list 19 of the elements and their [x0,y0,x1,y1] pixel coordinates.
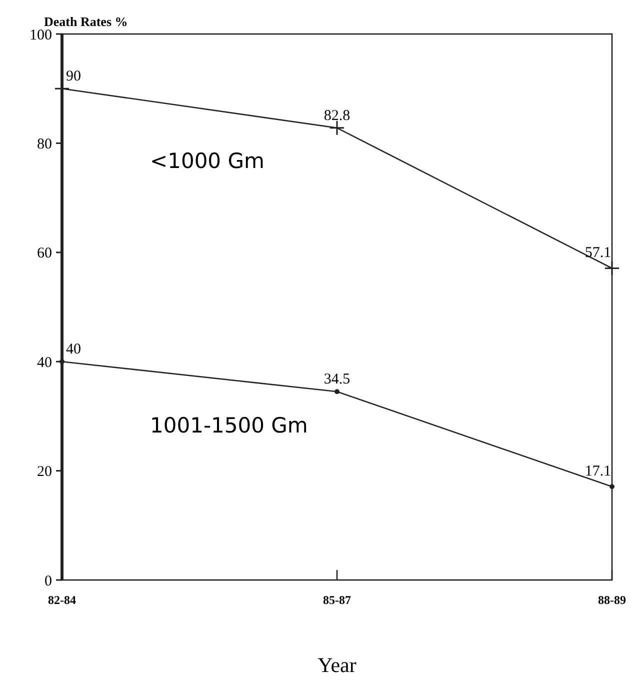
y-tick-label: 80 [37,136,52,152]
x-tick-label: 82-84 [48,593,76,607]
data-label: 34.5 [324,372,350,388]
x-axis-title: Year [318,653,356,677]
data-label: 90 [66,68,81,85]
data-label: 82.8 [324,108,350,124]
x-tick-label: 88-89 [598,593,626,607]
y-tick-label: 0 [44,573,52,590]
y-tick-label: 100 [30,27,52,44]
x-tick-label: 85-87 [323,593,351,607]
y-tick-label: 40 [37,354,52,371]
y-tick-label: 60 [37,246,52,262]
series-label: <1000 Gm [150,148,264,173]
data-label: 17.1 [584,464,612,480]
data-label: 40 [66,342,81,358]
data-label: 57.1 [584,245,612,262]
y-tick-label: 20 [37,464,52,480]
series-label: 1001-1500 Gm [150,414,308,438]
y-axis-title: Death Rates % [44,14,128,29]
